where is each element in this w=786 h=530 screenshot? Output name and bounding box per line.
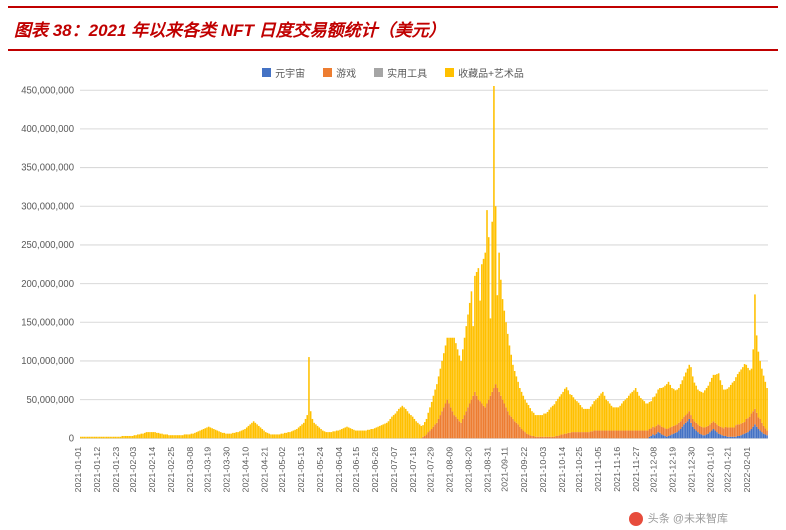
svg-text:50,000,000: 50,000,000 [27, 395, 75, 406]
svg-text:2021-05-24: 2021-05-24 [315, 447, 325, 493]
svg-text:150,000,000: 150,000,000 [21, 317, 74, 328]
svg-text:2021-05-13: 2021-05-13 [296, 447, 306, 493]
svg-text:2021-01-01: 2021-01-01 [73, 447, 83, 493]
legend-label: 元宇宙 [275, 65, 305, 80]
legend-item-game: 游戏 [323, 65, 356, 80]
svg-text:400,000,000: 400,000,000 [21, 124, 74, 135]
svg-text:2021-04-10: 2021-04-10 [241, 447, 251, 493]
legend-label: 实用工具 [387, 65, 427, 80]
svg-text:2021-01-23: 2021-01-23 [111, 447, 121, 493]
svg-text:2022-01-10: 2022-01-10 [706, 447, 716, 493]
svg-text:2021-10-03: 2021-10-03 [538, 447, 548, 493]
legend-item-collectible: 收藏品+艺术品 [445, 65, 524, 80]
svg-text:2021-03-19: 2021-03-19 [203, 447, 213, 493]
legend-item-utility: 实用工具 [374, 65, 427, 80]
svg-text:300,000,000: 300,000,000 [21, 201, 74, 212]
svg-text:2021-11-16: 2021-11-16 [612, 447, 622, 492]
svg-text:2021-04-21: 2021-04-21 [260, 447, 270, 493]
svg-text:2021-11-05: 2021-11-05 [593, 447, 603, 492]
svg-text:2021-05-02: 2021-05-02 [277, 447, 287, 493]
svg-text:2021-12-30: 2021-12-30 [687, 447, 697, 493]
svg-text:2021-12-08: 2021-12-08 [649, 447, 659, 493]
svg-text:2022-01-21: 2022-01-21 [723, 447, 733, 493]
svg-text:2021-09-22: 2021-09-22 [519, 447, 529, 493]
svg-text:2021-07-18: 2021-07-18 [408, 447, 418, 493]
svg-text:2021-07-07: 2021-07-07 [389, 447, 399, 493]
svg-text:2021-02-25: 2021-02-25 [166, 447, 176, 493]
legend: 元宇宙 游戏 实用工具 收藏品+艺术品 [8, 65, 778, 80]
legend-label: 游戏 [336, 65, 356, 80]
svg-text:2021-01-12: 2021-01-12 [92, 447, 102, 493]
plot-svg: 0 50,000,000 100,000,000 150,000,000 200,000… [8, 86, 778, 508]
svg-text:2021-11-27: 2021-11-27 [631, 447, 641, 492]
svg-text:2021-02-14: 2021-02-14 [147, 447, 157, 493]
svg-text:2021-12-19: 2021-12-19 [668, 447, 678, 493]
footer-text: 头条 @未来智库 [648, 513, 728, 525]
svg-text:2021-10-25: 2021-10-25 [574, 447, 584, 493]
svg-text:200,000,000: 200,000,000 [21, 279, 74, 290]
svg-text:450,000,000: 450,000,000 [21, 86, 74, 96]
legend-swatch-metaverse [262, 68, 271, 77]
svg-text:2021-06-26: 2021-06-26 [370, 447, 380, 493]
plot-area: 0 50,000,000 100,000,000 150,000,000 200,000… [8, 86, 778, 508]
svg-text:2021-06-15: 2021-06-15 [351, 447, 361, 493]
legend-item-metaverse: 元宇宙 [262, 65, 305, 80]
svg-text:2022-02-01: 2022-02-01 [742, 447, 752, 493]
svg-text:2021-02-03: 2021-02-03 [128, 447, 138, 493]
chart-title: 图表 38：2021 年以来各类 NFT 日度交易额统计（美元） [8, 6, 778, 51]
legend-label: 收藏品+艺术品 [458, 65, 524, 80]
svg-text:2021-03-30: 2021-03-30 [222, 447, 232, 493]
legend-swatch-collectible [445, 68, 454, 77]
chart-card: 图表 38：2021 年以来各类 NFT 日度交易额统计（美元） 元宇宙 游戏 … [0, 0, 786, 530]
legend-swatch-utility [374, 68, 383, 77]
svg-text:2021-03-08: 2021-03-08 [185, 447, 195, 493]
svg-text:2021-08-20: 2021-08-20 [464, 447, 474, 493]
svg-text:2021-08-31: 2021-08-31 [483, 447, 493, 493]
svg-text:2021-09-11: 2021-09-11 [500, 447, 510, 492]
svg-text:100,000,000: 100,000,000 [21, 356, 74, 367]
svg-text:350,000,000: 350,000,000 [21, 163, 74, 174]
source-logo-icon [629, 512, 643, 526]
svg-text:250,000,000: 250,000,000 [21, 240, 74, 251]
footer: 头条 @未来智库 [8, 508, 778, 526]
legend-swatch-game [323, 68, 332, 77]
svg-text:2021-06-04: 2021-06-04 [334, 447, 344, 493]
svg-text:2021-08-09: 2021-08-09 [445, 447, 455, 493]
svg-text:2021-07-29: 2021-07-29 [426, 447, 436, 493]
svg-text:2021-10-14: 2021-10-14 [557, 447, 567, 493]
svg-text:0: 0 [69, 433, 75, 444]
